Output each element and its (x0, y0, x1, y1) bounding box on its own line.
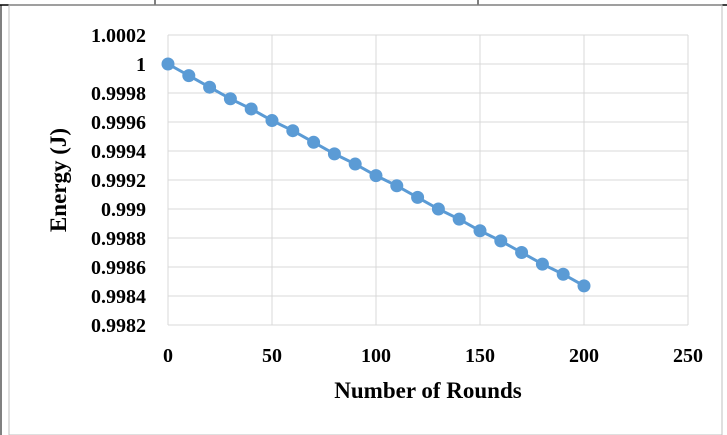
data-point (431, 202, 445, 216)
y-tick-label: 1 (136, 54, 146, 76)
data-point (327, 147, 341, 161)
data-point (515, 246, 529, 259)
data-point (473, 224, 487, 238)
x-tick-label: 50 (262, 345, 282, 367)
y-tick-label: 1.0002 (91, 25, 146, 47)
data-point (390, 179, 404, 193)
data-point (182, 69, 196, 83)
data-point (286, 124, 300, 138)
y-tick-label: 0.9982 (91, 315, 146, 337)
y-tick-label: 0.9998 (91, 83, 146, 105)
y-tick-label: 0.9986 (91, 257, 146, 279)
data-point (452, 212, 466, 226)
x-tick-label: 0 (163, 345, 173, 367)
data-point (161, 57, 175, 71)
data-point (265, 114, 279, 128)
x-tick-label: 200 (569, 345, 599, 367)
series-layer (161, 57, 591, 293)
gridlines (167, 34, 689, 326)
y-tick-label: 0.999 (101, 199, 146, 221)
data-point (494, 234, 508, 248)
x-tick-label: 100 (361, 345, 391, 367)
data-point (223, 92, 237, 106)
data-point (556, 267, 570, 281)
x-tick-labels: 0 50 100 150 200 250 (163, 345, 703, 367)
y-tick-label: 0.9984 (91, 286, 146, 308)
data-point (348, 157, 362, 171)
x-tick-label: 250 (673, 345, 703, 367)
data-point (577, 279, 591, 293)
data-point (203, 80, 217, 94)
data-point (369, 169, 383, 183)
y-axis-title: Energy (J) (46, 128, 71, 232)
y-tick-label: 0.9996 (91, 112, 146, 134)
x-tick-label: 150 (465, 345, 495, 367)
data-point (535, 257, 549, 271)
y-tick-labels: 0.9982 0.9984 0.9986 0.9988 0.999 0.9992 0.999… (91, 25, 146, 337)
x-axis-title: Number of Rounds (334, 378, 521, 403)
chart-frame (8, 4, 723, 435)
data-point (411, 190, 425, 204)
y-tick-label: 0.9994 (91, 141, 146, 163)
y-tick-label: 0.9992 (91, 170, 146, 192)
y-tick-label: 0.9988 (91, 228, 146, 250)
data-point (307, 135, 321, 149)
data-point (244, 102, 258, 116)
